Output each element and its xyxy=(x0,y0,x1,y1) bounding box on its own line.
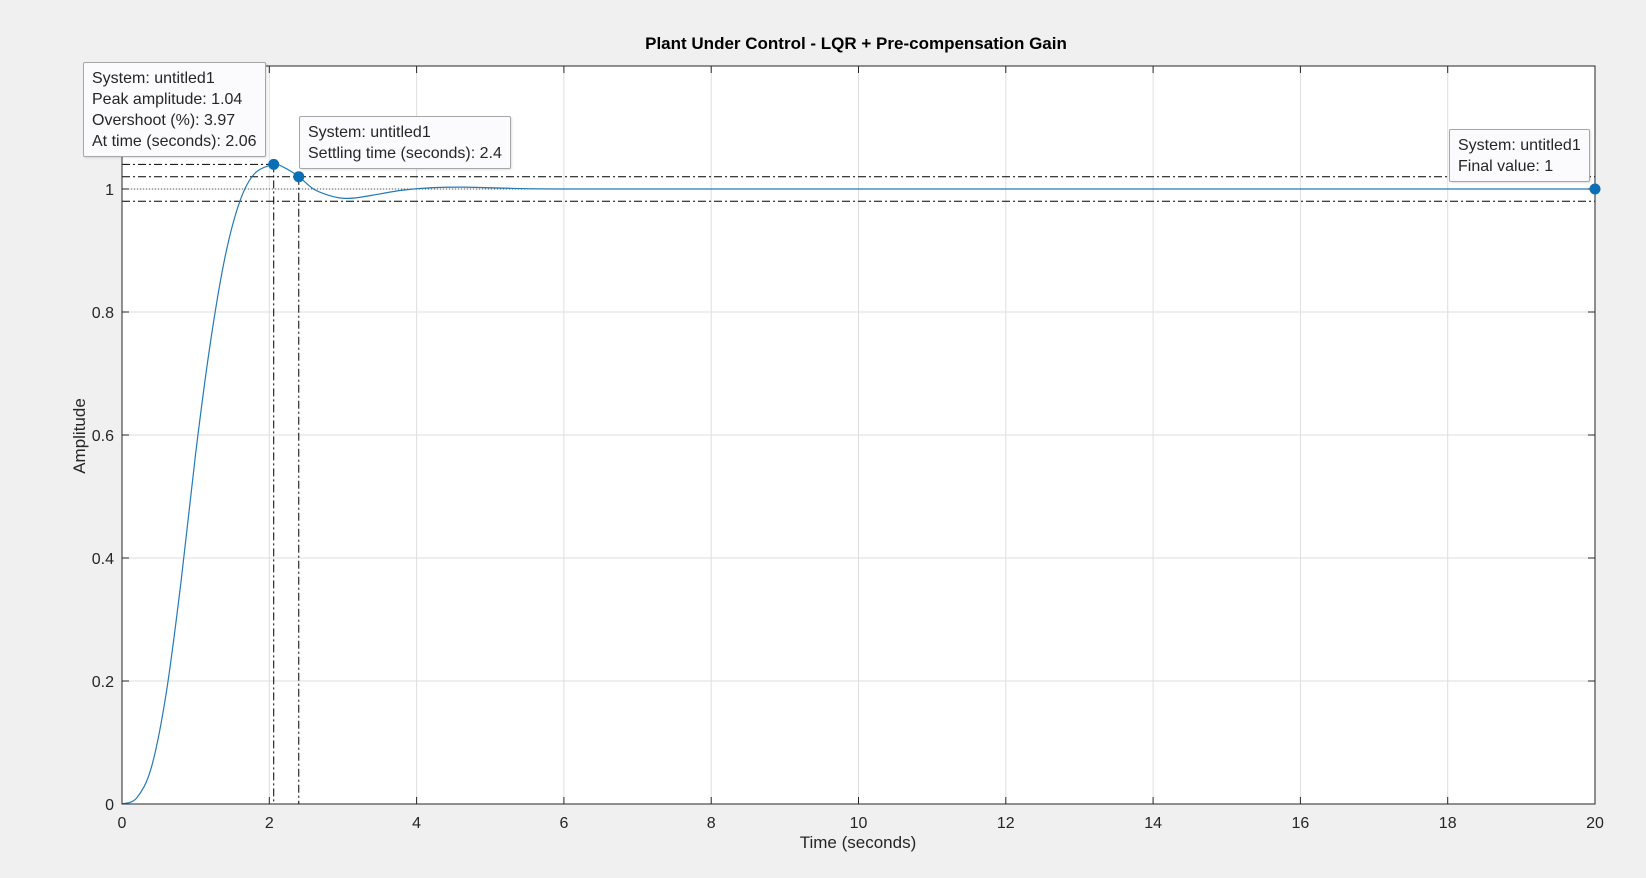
y-tick-label: 0.8 xyxy=(92,305,114,322)
y-axis-label: Amplitude xyxy=(70,398,89,474)
datatip-settling[interactable]: System: untitled1 Settling time (seconds… xyxy=(299,116,511,169)
x-tick-label: 10 xyxy=(850,815,868,832)
datatip-settling-system: System: untitled1 xyxy=(308,124,431,141)
x-tick-label: 6 xyxy=(559,815,568,832)
tick-labels: 0 2 4 6 8 10 12 14 16 18 20 0 0.2 0.4 0.6 0.8 1 xyxy=(92,182,1604,832)
datatip-peak-overshoot: Overshoot (%): 3.97 xyxy=(92,112,236,129)
final-marker[interactable] xyxy=(1589,183,1601,195)
chart-title: Plant Under Control - LQR + Pre-compensa… xyxy=(645,34,1067,53)
x-tick-label: 4 xyxy=(412,815,421,832)
datatip-peak-system: System: untitled1 xyxy=(92,70,215,87)
datatip-settling-time: Settling time (seconds): 2.4 xyxy=(308,145,502,162)
datatip-peak-time: At time (seconds): 2.06 xyxy=(92,133,257,150)
datatip-final-system: System: untitled1 xyxy=(1458,137,1581,154)
x-tick-label: 18 xyxy=(1439,815,1457,832)
series-layer xyxy=(121,163,1595,805)
y-tick-label: 0.6 xyxy=(92,428,114,445)
x-tick-label: 2 xyxy=(265,815,274,832)
x-tick-label: 16 xyxy=(1292,815,1310,832)
datatip-peak-amplitude: Peak amplitude: 1.04 xyxy=(92,91,243,108)
settling-marker[interactable] xyxy=(293,171,305,183)
x-tick-label: 14 xyxy=(1144,815,1162,832)
x-tick-label: 12 xyxy=(997,815,1015,832)
x-tick-label: 8 xyxy=(707,815,716,832)
y-tick-label: 0.2 xyxy=(92,674,114,691)
x-tick-label: 0 xyxy=(118,815,127,832)
y-tick-label: 1 xyxy=(105,182,114,199)
tick-marks xyxy=(121,66,1596,805)
x-axis-label: Time (seconds) xyxy=(800,833,917,852)
datatip-final[interactable]: System: untitled1 Final value: 1 xyxy=(1449,129,1590,182)
datatip-final-value: Final value: 1 xyxy=(1458,158,1554,175)
y-tick-label: 0 xyxy=(105,797,114,814)
x-tick-label: 20 xyxy=(1586,815,1604,832)
step-response-line xyxy=(121,163,1595,805)
datatip-peak[interactable]: System: untitled1 Peak amplitude: 1.04 O… xyxy=(83,62,266,157)
datatip-markers[interactable] xyxy=(268,158,1601,195)
y-tick-label: 0.4 xyxy=(92,551,114,568)
peak-marker[interactable] xyxy=(268,158,280,170)
